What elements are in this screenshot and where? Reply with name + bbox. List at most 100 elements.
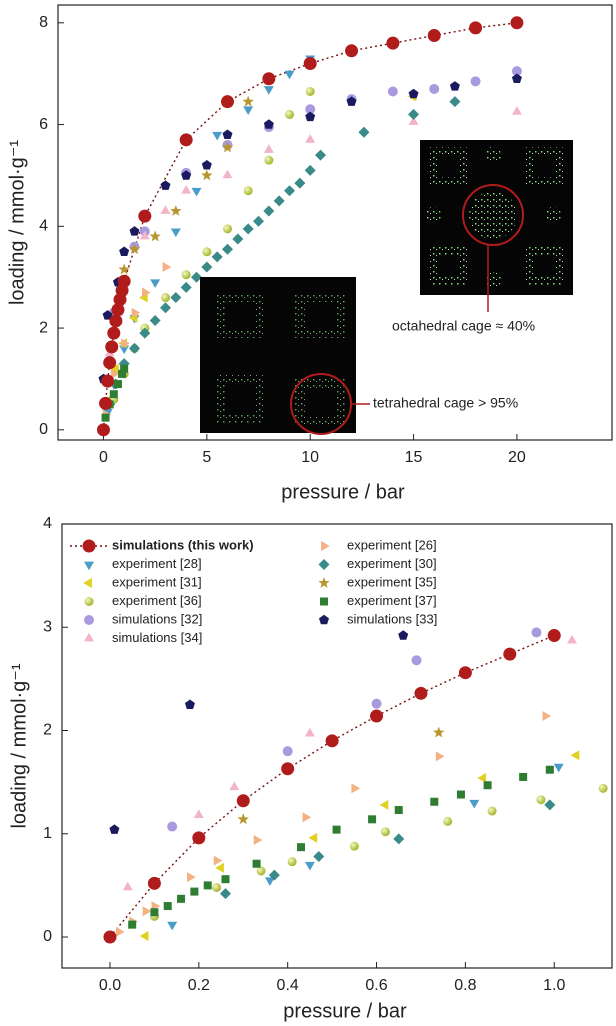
point	[96, 423, 110, 437]
point	[115, 926, 125, 937]
point	[477, 773, 487, 783]
legend-symbol	[318, 559, 330, 570]
point	[458, 666, 472, 680]
point	[393, 833, 405, 845]
point	[139, 931, 149, 941]
point	[470, 76, 481, 87]
point	[394, 806, 403, 815]
point	[149, 314, 161, 326]
x-tick-label: 0.4	[277, 977, 299, 994]
legend-label: experiment [35]	[347, 574, 437, 589]
x-axis-title: pressure / bar	[283, 1000, 407, 1022]
point	[237, 813, 249, 825]
point	[349, 841, 359, 851]
point	[305, 111, 316, 122]
point	[427, 29, 441, 43]
legend-symbol	[82, 539, 96, 553]
point	[128, 920, 137, 929]
point	[192, 831, 206, 845]
point	[430, 797, 439, 806]
legend-symbol	[84, 561, 94, 571]
point	[253, 215, 265, 227]
point	[387, 86, 398, 97]
point	[107, 326, 121, 340]
point	[542, 711, 552, 722]
point	[308, 832, 318, 843]
point	[243, 106, 254, 116]
point	[167, 821, 178, 832]
legend-label: simulations (this work)	[112, 537, 254, 552]
legend-label: experiment [30]	[347, 556, 437, 571]
annotation: octahedral cage ≈ 40%	[392, 318, 535, 334]
point	[229, 781, 240, 791]
point	[332, 825, 341, 834]
point	[386, 36, 400, 50]
point	[141, 287, 151, 298]
point	[162, 262, 172, 272]
point	[358, 126, 370, 138]
y-tick-label: 6	[39, 116, 48, 133]
point	[139, 327, 151, 339]
point	[222, 129, 233, 139]
point	[294, 177, 306, 189]
point	[222, 243, 234, 255]
point	[187, 872, 196, 883]
legend-label: experiment [31]	[112, 574, 202, 589]
point	[511, 73, 522, 84]
y-tick-label: 0	[39, 421, 48, 438]
inset-pattern	[215, 292, 345, 427]
point	[242, 223, 254, 235]
point	[570, 750, 580, 761]
point	[167, 921, 178, 931]
point	[379, 799, 389, 810]
point	[305, 134, 316, 143]
point	[282, 746, 293, 757]
point	[346, 96, 357, 106]
point	[191, 187, 202, 197]
point	[449, 96, 461, 108]
x-tick-label: 0.2	[188, 977, 210, 994]
x-axis-title: pressure / bar	[281, 481, 405, 503]
x-tick-label: 10	[301, 449, 319, 466]
point	[304, 164, 316, 176]
point	[150, 908, 159, 917]
point	[139, 230, 150, 240]
y-axis-title: loading / mmol·g⁻¹	[8, 663, 30, 828]
point	[128, 243, 141, 255]
point	[201, 261, 213, 273]
point	[170, 205, 182, 216]
point	[179, 133, 193, 147]
point	[159, 302, 171, 314]
point	[201, 169, 213, 181]
point	[190, 887, 199, 896]
legend-symbol	[84, 615, 94, 625]
x-tick-label: 0.8	[454, 977, 476, 994]
point	[263, 119, 274, 129]
point	[325, 734, 339, 748]
point	[110, 363, 119, 374]
point	[101, 413, 110, 422]
point	[531, 627, 542, 638]
point	[380, 827, 390, 837]
legend-symbol	[84, 597, 94, 606]
x-tick-label: 5	[202, 449, 211, 466]
point	[414, 686, 428, 700]
point	[305, 104, 316, 115]
point	[99, 396, 113, 410]
point	[111, 303, 125, 317]
point	[263, 205, 275, 217]
point	[201, 160, 212, 170]
point	[545, 765, 554, 774]
point	[221, 875, 230, 884]
point	[263, 86, 274, 95]
y-tick-label: 1	[43, 825, 52, 842]
x-tick-label: 0	[99, 449, 108, 466]
point	[351, 783, 361, 794]
point	[487, 806, 497, 816]
point	[119, 246, 130, 256]
point	[193, 809, 204, 819]
point	[160, 180, 171, 190]
point	[284, 70, 295, 80]
point	[281, 762, 295, 776]
